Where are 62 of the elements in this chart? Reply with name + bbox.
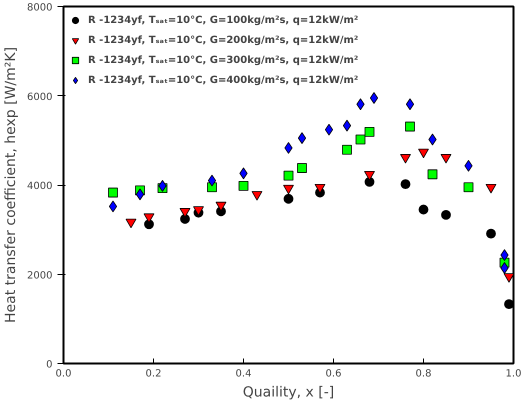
point (324, 124, 334, 136)
point (298, 132, 306, 144)
point (283, 184, 294, 194)
point (500, 262, 509, 274)
point (464, 160, 473, 172)
x-tick-label: 0.8 (416, 368, 432, 380)
x-tick-label: 1.0 (506, 368, 522, 380)
point (406, 98, 414, 110)
point (370, 92, 378, 104)
point (400, 179, 410, 189)
x-axis-title: Quaility, x [-] (242, 384, 334, 400)
point (440, 154, 452, 164)
point (356, 134, 366, 144)
point (356, 98, 365, 110)
point (158, 180, 167, 192)
point (136, 188, 144, 200)
point (486, 228, 496, 239)
point (239, 168, 248, 180)
legend-label: R -1234yf, Tₛₐₜ=10°C, G=300kg/m²s, q=12kW/m² (88, 54, 358, 66)
legend-label: R -1234yf, Tₛₐₜ=10°C, G=100kg/m²s, q=12kW/m² (88, 14, 358, 26)
point (342, 144, 352, 155)
point (144, 213, 154, 223)
point (284, 170, 294, 181)
point (418, 204, 428, 214)
point (486, 184, 496, 194)
point (500, 249, 509, 261)
point (284, 142, 293, 154)
x-tick-label: 0.4 (236, 368, 252, 380)
point (400, 154, 411, 164)
point (428, 169, 438, 180)
x-tick-label: 0.0 (56, 368, 72, 380)
point (364, 171, 375, 180)
point (428, 134, 437, 146)
point (284, 194, 294, 204)
point (252, 191, 262, 201)
point (504, 299, 514, 310)
y-tick-label: 4000 (27, 181, 53, 192)
point (342, 120, 352, 132)
point (216, 202, 226, 212)
point (108, 200, 118, 212)
y-tick-label: 8000 (27, 2, 53, 14)
point (441, 210, 451, 220)
point (297, 163, 307, 173)
point (464, 182, 474, 192)
legend-label: R -1234yf, Tₛₐₜ=10°C, G=200kg/m²s, q=12kW/m² (88, 34, 358, 46)
point (238, 180, 248, 191)
point (504, 273, 514, 283)
point (418, 148, 429, 158)
point (108, 188, 118, 198)
x-tick-label: 0.6 (326, 368, 342, 380)
y-tick-label: 0 (46, 360, 53, 370)
x-tick-label: 0.2 (146, 368, 162, 380)
point (208, 174, 216, 186)
y-tick-label: 6000 (27, 92, 53, 103)
y-axis-title: Heat transfer coefficient, hexp [W/m²K] (3, 46, 20, 324)
point (180, 208, 190, 218)
point (314, 184, 326, 194)
y-tick-label: 2000 (27, 270, 53, 282)
point (405, 122, 415, 132)
point (126, 218, 136, 228)
point (364, 126, 374, 137)
legend-label: R -1234yf, Tₛₐₜ=10°C, G=400kg/m²s, q=12kW/m² (88, 74, 358, 86)
